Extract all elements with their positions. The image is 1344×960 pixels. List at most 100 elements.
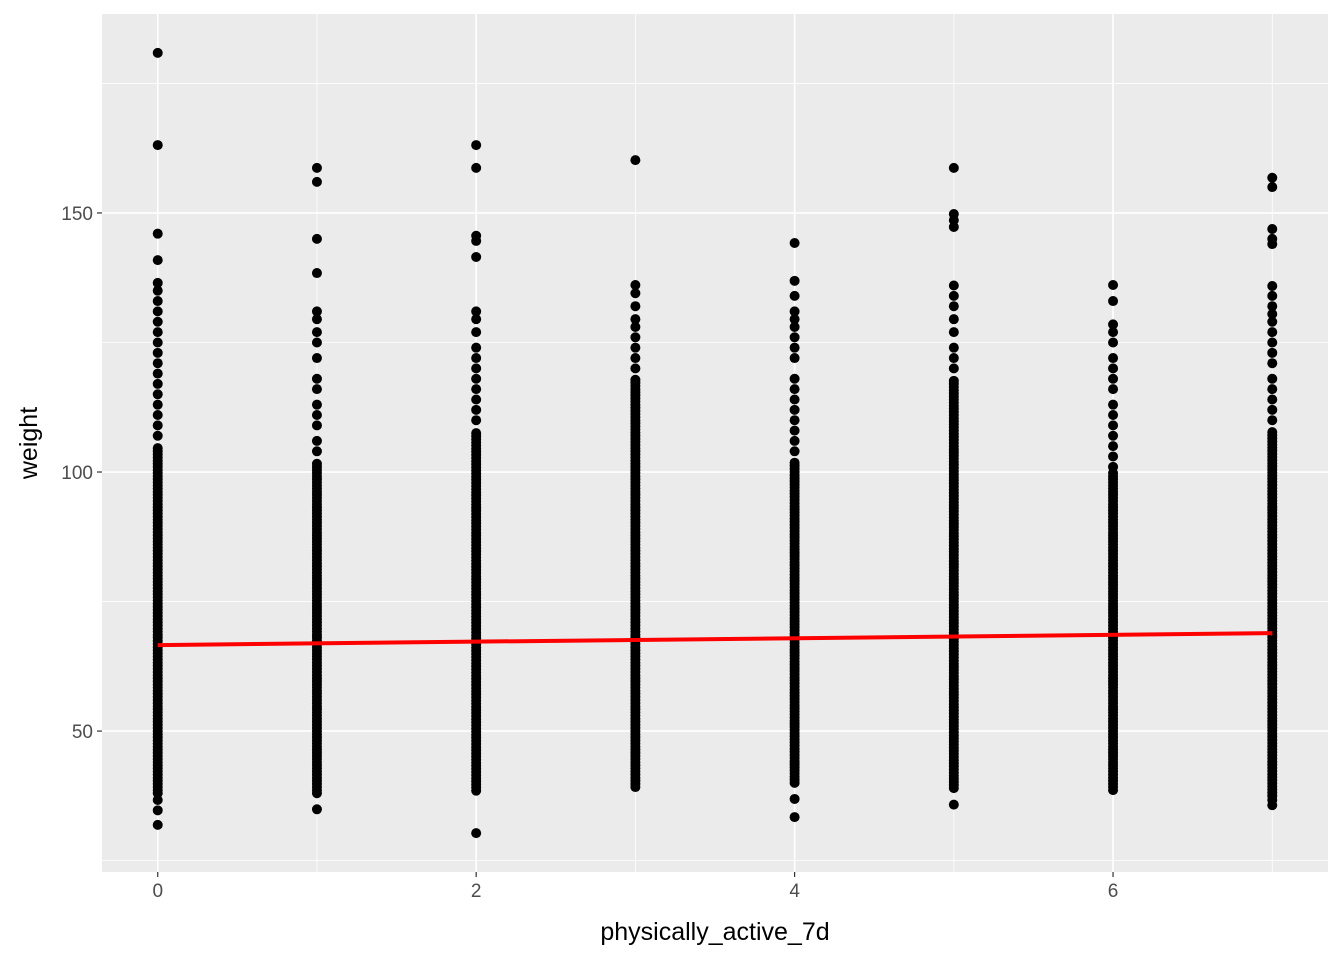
data-point bbox=[1267, 327, 1278, 338]
data-point bbox=[789, 306, 800, 317]
data-point bbox=[471, 428, 482, 439]
data-point bbox=[789, 435, 800, 446]
data-point bbox=[1267, 182, 1278, 193]
data-point bbox=[630, 288, 641, 299]
data-point bbox=[789, 812, 800, 823]
x-tick-label: 0 bbox=[152, 881, 163, 902]
data-point bbox=[152, 410, 163, 421]
data-point bbox=[1108, 363, 1119, 374]
data-point bbox=[630, 353, 641, 364]
data-point bbox=[311, 306, 322, 317]
data-point bbox=[152, 805, 163, 816]
data-point bbox=[1267, 239, 1278, 250]
data-point bbox=[311, 410, 322, 421]
data-point bbox=[311, 162, 322, 173]
data-point bbox=[789, 238, 800, 249]
data-point bbox=[1108, 353, 1119, 364]
data-point bbox=[152, 306, 163, 317]
data-point bbox=[311, 399, 322, 410]
data-point bbox=[471, 394, 482, 405]
x-axis-title: physically_active_7d bbox=[600, 918, 829, 946]
y-tick-label: 150 bbox=[61, 204, 93, 225]
data-point bbox=[1267, 172, 1278, 183]
data-point bbox=[630, 342, 641, 353]
data-point bbox=[152, 819, 163, 830]
data-point bbox=[152, 316, 163, 327]
data-point bbox=[1267, 427, 1278, 438]
data-point bbox=[948, 301, 959, 312]
data-point bbox=[1267, 404, 1278, 415]
data-point bbox=[1108, 319, 1119, 330]
data-point bbox=[789, 275, 800, 286]
y-axis-title: weight bbox=[15, 407, 43, 480]
data-point bbox=[1108, 410, 1119, 421]
data-point bbox=[311, 353, 322, 364]
regression-line-group bbox=[157, 631, 1273, 648]
data-point bbox=[1108, 399, 1119, 410]
data-point bbox=[789, 314, 800, 325]
data-point bbox=[948, 290, 959, 301]
data-point bbox=[1108, 384, 1119, 395]
data-point bbox=[1108, 296, 1119, 307]
data-point bbox=[1108, 373, 1119, 384]
data-point bbox=[1267, 290, 1278, 301]
data-point bbox=[1108, 451, 1119, 462]
data-points bbox=[152, 47, 1278, 839]
data-point bbox=[948, 353, 959, 364]
data-point bbox=[152, 255, 163, 266]
data-point bbox=[1267, 337, 1278, 348]
data-point bbox=[948, 280, 959, 291]
data-point bbox=[948, 363, 959, 374]
data-point bbox=[1267, 301, 1278, 312]
data-point bbox=[1267, 373, 1278, 384]
data-point bbox=[311, 268, 322, 279]
data-point bbox=[152, 296, 163, 307]
data-point bbox=[311, 420, 322, 431]
data-point bbox=[152, 327, 163, 338]
data-point bbox=[630, 321, 641, 332]
data-point bbox=[789, 404, 800, 415]
data-point bbox=[789, 446, 800, 457]
data-point bbox=[471, 373, 482, 384]
data-point bbox=[152, 389, 163, 400]
x-tick-label: 4 bbox=[789, 881, 800, 902]
data-point bbox=[471, 415, 482, 426]
data-point bbox=[471, 384, 482, 395]
data-point bbox=[1267, 415, 1278, 426]
data-point bbox=[471, 342, 482, 353]
data-point bbox=[630, 301, 641, 312]
data-point bbox=[1108, 279, 1119, 290]
data-point bbox=[1267, 308, 1278, 319]
x-tick-label: 6 bbox=[1108, 881, 1119, 902]
data-point bbox=[311, 458, 322, 469]
data-point bbox=[471, 235, 482, 246]
data-point bbox=[152, 420, 163, 431]
data-point bbox=[1267, 224, 1278, 235]
data-point bbox=[1267, 281, 1278, 292]
data-point bbox=[630, 374, 641, 385]
data-point bbox=[1267, 394, 1278, 405]
data-point bbox=[1108, 327, 1119, 338]
gridlines bbox=[102, 14, 1328, 872]
data-point bbox=[1108, 441, 1119, 452]
data-point bbox=[311, 176, 322, 187]
data-point bbox=[948, 799, 959, 810]
data-point bbox=[789, 342, 800, 353]
data-point bbox=[1267, 358, 1278, 369]
data-point bbox=[152, 337, 163, 348]
y-tick-label: 50 bbox=[72, 722, 93, 743]
data-point bbox=[1108, 461, 1119, 472]
data-point bbox=[152, 794, 163, 805]
data-point bbox=[789, 290, 800, 301]
data-point bbox=[152, 358, 163, 369]
data-point bbox=[152, 347, 163, 358]
data-point bbox=[948, 314, 959, 325]
data-point bbox=[789, 457, 800, 468]
data-point bbox=[1108, 337, 1119, 348]
data-point bbox=[1267, 800, 1278, 811]
data-point bbox=[471, 363, 482, 374]
data-point bbox=[1267, 316, 1278, 327]
data-point bbox=[471, 404, 482, 415]
data-point bbox=[471, 162, 482, 173]
